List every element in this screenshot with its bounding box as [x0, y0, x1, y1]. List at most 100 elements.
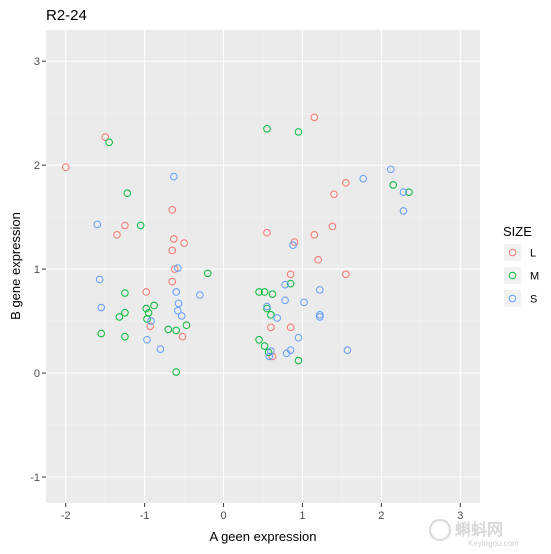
data-point-l — [142, 288, 151, 296]
data-point-m — [115, 313, 124, 321]
legend-label-l: L — [530, 248, 536, 260]
x-axis-label: A geen expression — [210, 529, 317, 544]
data-point-m — [255, 288, 263, 296]
data-point-s — [281, 280, 289, 289]
data-point-s — [196, 291, 204, 299]
data-point-m — [405, 188, 413, 196]
legend-key-s — [508, 294, 517, 303]
data-point-l — [314, 255, 323, 264]
data-point-s — [93, 220, 102, 229]
data-point-l — [113, 230, 121, 239]
data-point-m — [121, 332, 129, 341]
legend-label-s: S — [530, 294, 537, 306]
watermark: 蝌蚪网 Keyingou.com — [429, 519, 519, 548]
watermark-logo-icon — [429, 519, 451, 541]
data-point-s — [316, 286, 324, 294]
data-point-m — [143, 315, 151, 323]
data-point-s — [399, 207, 408, 215]
data-point-s — [316, 313, 324, 321]
data-point-s — [281, 296, 289, 305]
legend-key-box — [504, 244, 521, 261]
data-point-m — [136, 221, 145, 230]
data-point-l — [170, 265, 179, 273]
data-point-l — [170, 235, 178, 243]
data-point-l — [328, 222, 337, 231]
data-point-m — [150, 301, 158, 310]
legend-key-box — [504, 290, 521, 307]
data-point-l — [61, 163, 70, 172]
data-point-s — [177, 312, 186, 320]
data-point-l — [101, 133, 109, 141]
major-gridlines — [46, 30, 480, 503]
data-point-m — [286, 279, 295, 288]
data-point-m — [203, 269, 212, 278]
legend-items: LMS — [504, 244, 539, 307]
legend: SIZE LMS — [503, 224, 539, 307]
data-point-s — [147, 317, 155, 325]
data-point-l — [168, 277, 177, 286]
y-axis-label: B gene expression — [8, 212, 23, 320]
x-axis-ticks: -2 -1 0 1 2 3 — [61, 503, 463, 522]
data-point-s — [170, 172, 178, 181]
data-point-m — [268, 290, 277, 298]
data-point-m — [172, 326, 180, 335]
data-point-s — [294, 333, 303, 342]
data-point-s — [143, 335, 151, 344]
data-point-m — [267, 311, 275, 319]
data-point-m — [123, 189, 132, 198]
x-tick-label: -1 — [140, 510, 150, 522]
minor-gridlines — [46, 30, 480, 503]
watermark-text: 蝌蚪网 — [455, 520, 503, 539]
data-point-s — [387, 165, 395, 174]
x-tick-label: 0 — [220, 510, 226, 522]
data-point-s — [174, 299, 183, 308]
data-point-l — [286, 270, 295, 279]
data-point-s — [359, 174, 368, 183]
data-point-l — [342, 179, 350, 187]
data-point-s — [399, 188, 408, 196]
legend-label-m: M — [530, 271, 539, 283]
data-point-m — [260, 288, 269, 296]
data-point-l — [267, 323, 275, 332]
data-point-s — [263, 302, 271, 311]
data-point-m — [294, 128, 303, 136]
data-point-s — [156, 345, 165, 353]
data-point-l — [146, 322, 154, 331]
y-tick-label: 1 — [34, 264, 40, 276]
data-point-l — [286, 323, 295, 332]
data-point-m — [121, 289, 129, 297]
data-point-m — [294, 356, 303, 365]
data-point-m — [97, 329, 106, 338]
y-axis-ticks: -1 0 1 2 3 — [30, 56, 46, 484]
data-point-m — [255, 335, 263, 344]
y-tick-label: 0 — [34, 368, 40, 380]
chart-title: R2-24 — [46, 7, 87, 24]
data-point-m — [105, 138, 113, 147]
data-point-s — [273, 314, 282, 322]
data-point-l — [342, 270, 350, 279]
data-point-l — [310, 113, 319, 122]
data-point-s — [95, 275, 104, 284]
x-tick-label: -2 — [61, 510, 71, 522]
legend-key-box — [504, 267, 521, 284]
data-point-l — [330, 190, 338, 199]
data-point-s — [97, 303, 106, 312]
y-tick-label: 3 — [34, 56, 40, 68]
data-point-l — [178, 332, 187, 341]
y-tick-label: -1 — [30, 472, 40, 484]
data-point-s — [267, 347, 275, 356]
data-point-s — [265, 352, 274, 361]
y-tick-label: 2 — [34, 160, 40, 172]
data-point-s — [343, 346, 352, 354]
data-point-s — [300, 298, 308, 307]
data-point-l — [168, 206, 177, 214]
data-point-m — [172, 368, 180, 376]
data-point-s — [173, 264, 182, 272]
data-point-s — [172, 288, 180, 296]
data-points — [61, 113, 413, 376]
data-point-m — [263, 124, 271, 133]
x-tick-label: 2 — [378, 510, 384, 522]
data-point-m — [389, 181, 398, 189]
x-tick-label: 1 — [299, 510, 305, 522]
